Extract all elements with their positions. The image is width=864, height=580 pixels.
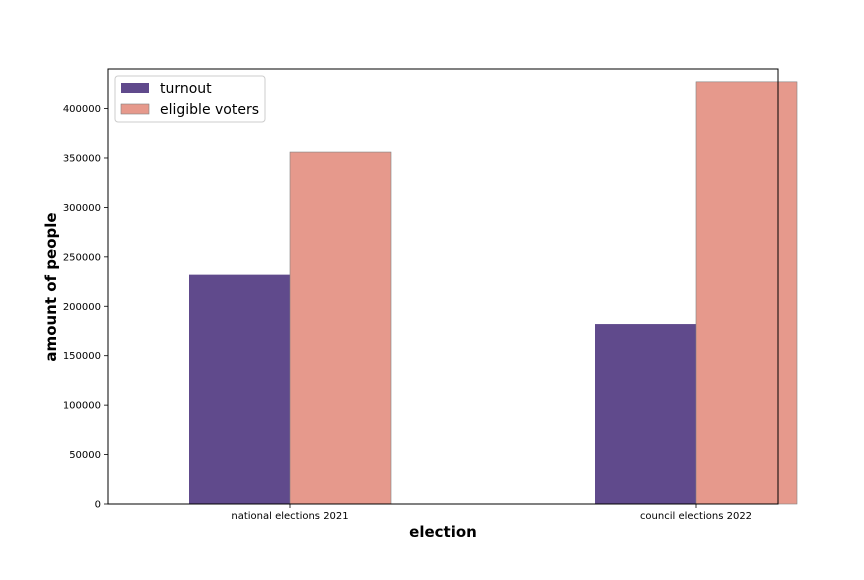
- bar-eligible-voters-council-elections-2022: [695, 81, 798, 505]
- x-axis: national elections 2021 council elections…: [231, 504, 752, 522]
- y-axis-title: amount of people: [42, 212, 60, 361]
- plot-area-frame: [107, 68, 779, 505]
- bar-eligible-voters-national-elections-2021: [289, 151, 392, 505]
- y-tick-label: 0: [95, 500, 101, 511]
- x-tick-label: council elections 2022: [640, 511, 752, 522]
- y-tick-label: 100000: [63, 401, 101, 412]
- y-tick-label: 200000: [63, 302, 101, 313]
- legend-swatch-turnout: [121, 83, 149, 93]
- legend-frame: [114, 75, 266, 123]
- x-tick-label: national elections 2021: [231, 511, 348, 522]
- bar-turnout-national-elections-2021: [189, 274, 290, 504]
- legend-label-eligible-voters: eligible voters: [160, 102, 259, 118]
- legend-swatch-eligible-voters: [120, 103, 150, 115]
- x-axis-title: election: [409, 523, 477, 541]
- y-tick-label: 250000: [63, 252, 101, 263]
- y-axis: 0 50000 100000 150000 200000 250000 300000 3500…: [63, 104, 108, 511]
- bar-turnout-council-elections-2022: [595, 324, 696, 504]
- y-tick-label: 300000: [63, 203, 101, 214]
- y-tick-label: 350000: [63, 153, 101, 164]
- legend-label-turnout: turnout: [160, 81, 212, 97]
- y-tick-label: 150000: [63, 351, 101, 362]
- y-tick-label: 50000: [69, 450, 101, 461]
- legend: turnout eligible voters: [114, 75, 266, 123]
- y-tick-label: 400000: [63, 104, 101, 115]
- bars-layer: [189, 81, 798, 505]
